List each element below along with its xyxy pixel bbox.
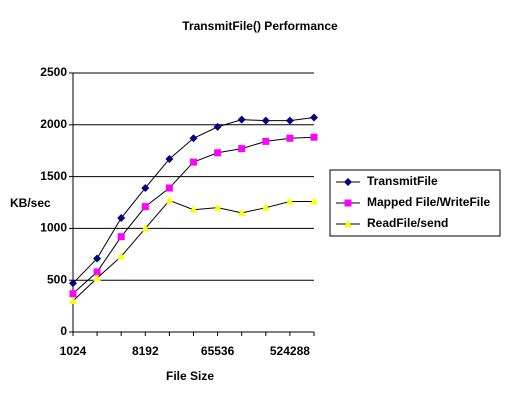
marker	[286, 134, 294, 142]
marker	[214, 149, 222, 157]
legend-label: ReadFile/send	[367, 216, 448, 230]
series-line	[72, 199, 314, 302]
marker	[344, 220, 352, 227]
x-tick-label: 524288	[270, 344, 310, 358]
marker	[261, 116, 270, 125]
marker	[285, 197, 294, 205]
marker	[238, 145, 246, 153]
y-axis-label: KB/sec	[10, 196, 51, 210]
y-tick-label: 500	[47, 272, 67, 286]
marker	[237, 115, 246, 124]
marker	[165, 196, 174, 204]
y-tick-label: 1000	[40, 221, 67, 235]
marker	[117, 233, 125, 241]
y-tick-label: 0	[60, 324, 67, 338]
marker	[213, 203, 222, 211]
marker	[344, 199, 352, 207]
chart-title: TransmitFile() Performance	[182, 19, 338, 33]
marker	[69, 290, 77, 298]
series-line	[72, 117, 315, 284]
marker	[213, 122, 222, 131]
marker	[190, 158, 197, 166]
x-tick-label: 8192	[132, 344, 159, 358]
marker	[237, 208, 246, 216]
marker	[189, 134, 198, 143]
marker	[310, 197, 318, 205]
marker	[93, 254, 102, 263]
marker	[189, 205, 198, 213]
marker	[261, 203, 270, 211]
marker	[165, 154, 174, 163]
marker	[117, 214, 126, 223]
x-tick-label: 65536	[201, 344, 235, 358]
legend-label: TransmitFile	[367, 174, 438, 188]
marker	[344, 178, 352, 186]
marker	[69, 279, 77, 288]
marker	[310, 113, 318, 122]
marker	[141, 183, 150, 192]
y-tick-label: 2500	[40, 65, 67, 79]
marker	[285, 116, 294, 125]
marker	[93, 274, 102, 282]
marker	[310, 133, 318, 141]
legend-label: Mapped File/WriteFile	[367, 195, 490, 209]
marker	[262, 137, 270, 145]
marker	[69, 296, 77, 304]
marker	[117, 252, 126, 260]
marker	[141, 224, 150, 232]
x-tick-label: 1024	[60, 344, 87, 358]
marker	[165, 184, 173, 192]
y-tick-label: 2000	[40, 117, 67, 131]
marker	[93, 268, 101, 276]
x-axis-label: File Size	[166, 369, 214, 383]
y-tick-label: 1500	[40, 169, 67, 183]
marker	[141, 203, 149, 211]
